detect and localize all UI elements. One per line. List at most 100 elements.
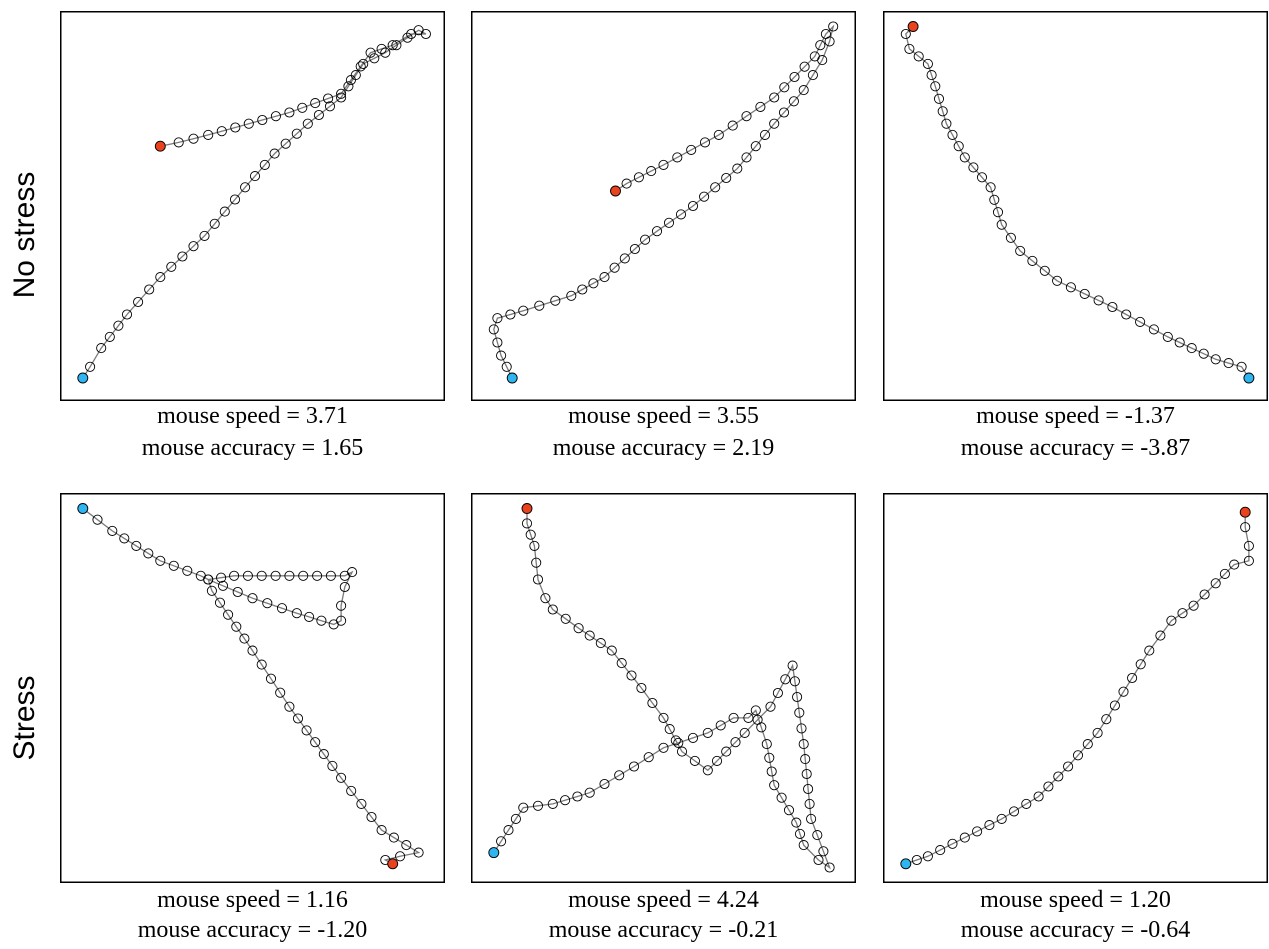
trajectory-point xyxy=(327,760,338,771)
trajectory-point xyxy=(791,817,802,828)
trajectory-point xyxy=(900,28,911,40)
trajectory-point xyxy=(647,697,658,709)
trajectory-point xyxy=(229,194,241,205)
trajectory-point xyxy=(824,862,835,873)
trajectory-point xyxy=(247,593,258,604)
trajectory-point xyxy=(155,272,166,283)
trajectory-point xyxy=(488,324,499,335)
trajectory-point xyxy=(525,529,536,540)
trajectory-point xyxy=(1135,316,1146,327)
start-point xyxy=(1243,372,1255,384)
trajectory-point xyxy=(702,727,713,738)
start-point xyxy=(900,858,912,870)
trajectory-point xyxy=(1015,245,1026,256)
trajectory-point xyxy=(531,557,542,568)
trajectory-point xyxy=(715,720,726,731)
trajectory-line xyxy=(493,24,835,379)
trajectory-point xyxy=(783,805,795,816)
trajectory-point xyxy=(387,40,398,51)
trajectory-plot-2 xyxy=(471,11,856,401)
trajectory-point xyxy=(803,783,814,795)
trajectory-point xyxy=(203,574,214,585)
trajectory-point xyxy=(798,840,809,851)
trajectory-point xyxy=(670,735,681,746)
trajectory-point xyxy=(521,518,533,529)
trajectory-point xyxy=(621,178,632,189)
trajectory-point xyxy=(262,598,273,609)
speed-caption: mouse speed = -1.37 xyxy=(976,403,1175,429)
trajectory-point xyxy=(727,120,738,131)
trajectory-point xyxy=(532,800,544,811)
trajectory-point xyxy=(492,337,503,348)
trajectory-point xyxy=(312,570,323,581)
trajectory-point xyxy=(1021,798,1032,809)
trajectory-point xyxy=(935,845,946,856)
trajectory-point xyxy=(913,51,924,62)
trajectory-point xyxy=(223,609,234,620)
trajectory-point xyxy=(496,350,507,361)
trajectory-point xyxy=(953,141,964,152)
trajectory-point xyxy=(769,780,780,791)
trajectory-point xyxy=(687,732,699,743)
trajectory-plot-4 xyxy=(60,493,445,883)
trajectory-point xyxy=(628,761,640,772)
trajectory-point xyxy=(992,207,1004,218)
trajectory-point xyxy=(633,172,644,183)
trajectory-point xyxy=(1162,331,1173,342)
trajectory-point xyxy=(336,615,347,626)
plot-frame xyxy=(471,493,856,883)
trajectory-point xyxy=(356,798,367,809)
trajectory-point xyxy=(1210,354,1221,365)
trajectory-point xyxy=(339,581,350,593)
accuracy-caption: mouse accuracy = 1.65 xyxy=(141,435,364,461)
trajectory-point xyxy=(699,191,710,202)
trajectory-point xyxy=(1101,714,1112,725)
accuracy-caption: mouse accuracy = -1.20 xyxy=(137,917,368,943)
trajectory-point xyxy=(203,129,214,140)
trajectory-point xyxy=(265,673,277,684)
trajectory-point xyxy=(710,182,721,193)
trajectory-point xyxy=(959,832,970,843)
plot-frame xyxy=(883,11,1268,401)
trajectory-point xyxy=(818,846,829,857)
trajectory-point xyxy=(1092,727,1103,738)
trajectory-point xyxy=(769,118,780,129)
trajectory-point xyxy=(689,755,700,766)
trajectory-point xyxy=(550,295,561,306)
accuracy-caption: mouse accuracy = 2.19 xyxy=(552,435,775,461)
trajectory-point xyxy=(658,712,669,723)
trajectory-point xyxy=(1005,232,1016,243)
trajectory-plot-1 xyxy=(60,11,445,401)
trajectory-point xyxy=(1039,265,1050,276)
trajectory-point xyxy=(792,691,803,703)
end-point xyxy=(387,858,399,870)
trajectory-point xyxy=(1229,559,1240,570)
trajectory-point xyxy=(959,152,970,163)
trajectory-point xyxy=(933,93,945,104)
trajectory-point xyxy=(614,770,625,781)
trajectory-point xyxy=(800,754,811,765)
trajectory-point xyxy=(1109,700,1120,711)
panel-stress-3: mouse speed = 1.20 mouse accuracy = -0.6… xyxy=(883,493,1268,943)
plot-frame xyxy=(883,493,1268,883)
end-point xyxy=(1239,506,1251,518)
plot-frame xyxy=(471,11,856,401)
end-point xyxy=(610,185,621,197)
trajectory-point xyxy=(316,615,327,626)
trajectory-point xyxy=(259,159,270,170)
trajectory-point xyxy=(297,102,308,113)
trajectory-point xyxy=(595,638,606,649)
trajectory-point xyxy=(1052,275,1063,286)
trajectory-point xyxy=(284,701,295,712)
trajectory-point xyxy=(1144,645,1155,656)
trajectory-point xyxy=(92,514,103,525)
trajectory-point xyxy=(1219,568,1230,579)
speed-caption: mouse speed = 4.24 xyxy=(568,887,759,913)
trajectory-point xyxy=(566,290,577,301)
trajectory-point xyxy=(336,600,347,611)
trajectory-point xyxy=(972,826,983,837)
trajectory-point xyxy=(119,533,130,544)
end-point xyxy=(154,140,166,152)
trajectory-point xyxy=(1008,806,1020,817)
trajectory-point xyxy=(985,182,996,193)
